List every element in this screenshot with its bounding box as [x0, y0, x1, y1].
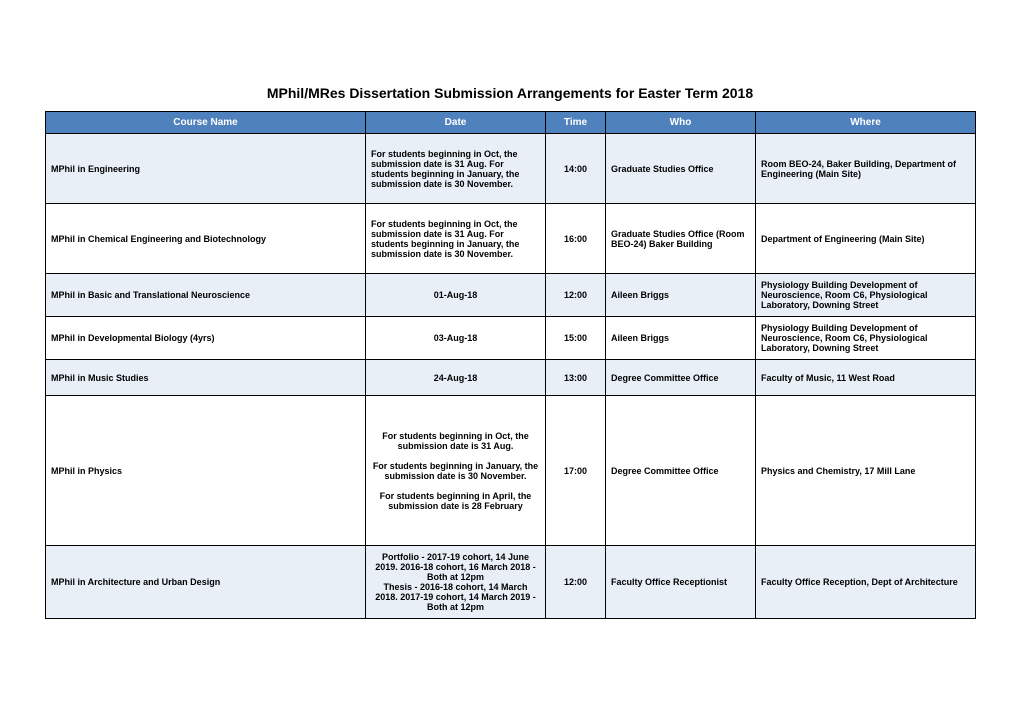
cell-who: Degree Committee Office — [606, 360, 756, 396]
cell-course: MPhil in Developmental Biology (4yrs) — [46, 317, 366, 360]
table-header-row: Course Name Date Time Who Where — [46, 112, 976, 134]
table-row: MPhil in PhysicsFor students beginning i… — [46, 396, 976, 546]
cell-date: For students beginning in Oct, the submi… — [366, 396, 546, 546]
cell-who: Aileen Briggs — [606, 317, 756, 360]
cell-time: 13:00 — [546, 360, 606, 396]
cell-date: 24-Aug-18 — [366, 360, 546, 396]
cell-course: MPhil in Architecture and Urban Design — [46, 546, 366, 619]
cell-time: 14:00 — [546, 134, 606, 204]
cell-time: 17:00 — [546, 396, 606, 546]
cell-time: 15:00 — [546, 317, 606, 360]
col-header-where: Where — [756, 112, 976, 134]
cell-course: MPhil in Basic and Translational Neurosc… — [46, 274, 366, 317]
cell-time: 12:00 — [546, 546, 606, 619]
cell-where: Faculty Office Reception, Dept of Archit… — [756, 546, 976, 619]
cell-date: 03-Aug-18 — [366, 317, 546, 360]
cell-where: Physiology Building Development of Neuro… — [756, 274, 976, 317]
table-row: MPhil in Basic and Translational Neurosc… — [46, 274, 976, 317]
cell-where: Physics and Chemistry, 17 Mill Lane — [756, 396, 976, 546]
cell-course: MPhil in Physics — [46, 396, 366, 546]
col-header-course: Course Name — [46, 112, 366, 134]
cell-who: Graduate Studies Office (Room BEO-24) Ba… — [606, 204, 756, 274]
cell-who: Graduate Studies Office — [606, 134, 756, 204]
table-body: MPhil in EngineeringFor students beginni… — [46, 134, 976, 619]
cell-where: Room BEO-24, Baker Building, Department … — [756, 134, 976, 204]
cell-course: MPhil in Chemical Engineering and Biotec… — [46, 204, 366, 274]
cell-course: MPhil in Engineering — [46, 134, 366, 204]
cell-date: For students beginning in Oct, the submi… — [366, 204, 546, 274]
col-header-date: Date — [366, 112, 546, 134]
cell-date: Portfolio - 2017-19 cohort, 14 June 2019… — [366, 546, 546, 619]
cell-who: Aileen Briggs — [606, 274, 756, 317]
table-row: MPhil in EngineeringFor students beginni… — [46, 134, 976, 204]
cell-who: Faculty Office Receptionist — [606, 546, 756, 619]
cell-course: MPhil in Music Studies — [46, 360, 366, 396]
cell-time: 16:00 — [546, 204, 606, 274]
table-row: MPhil in Architecture and Urban DesignPo… — [46, 546, 976, 619]
col-header-time: Time — [546, 112, 606, 134]
document-page: MPhil/MRes Dissertation Submission Arran… — [0, 0, 1020, 664]
cell-where: Faculty of Music, 11 West Road — [756, 360, 976, 396]
page-title: MPhil/MRes Dissertation Submission Arran… — [45, 85, 975, 101]
table-row: MPhil in Developmental Biology (4yrs)03-… — [46, 317, 976, 360]
cell-date: For students beginning in Oct, the submi… — [366, 134, 546, 204]
table-row: MPhil in Chemical Engineering and Biotec… — [46, 204, 976, 274]
table-row: MPhil in Music Studies24-Aug-1813:00Degr… — [46, 360, 976, 396]
cell-time: 12:00 — [546, 274, 606, 317]
cell-where: Physiology Building Development of Neuro… — [756, 317, 976, 360]
cell-date: 01-Aug-18 — [366, 274, 546, 317]
col-header-who: Who — [606, 112, 756, 134]
cell-where: Department of Engineering (Main Site) — [756, 204, 976, 274]
arrangements-table: Course Name Date Time Who Where MPhil in… — [45, 111, 976, 619]
cell-who: Degree Committee Office — [606, 396, 756, 546]
